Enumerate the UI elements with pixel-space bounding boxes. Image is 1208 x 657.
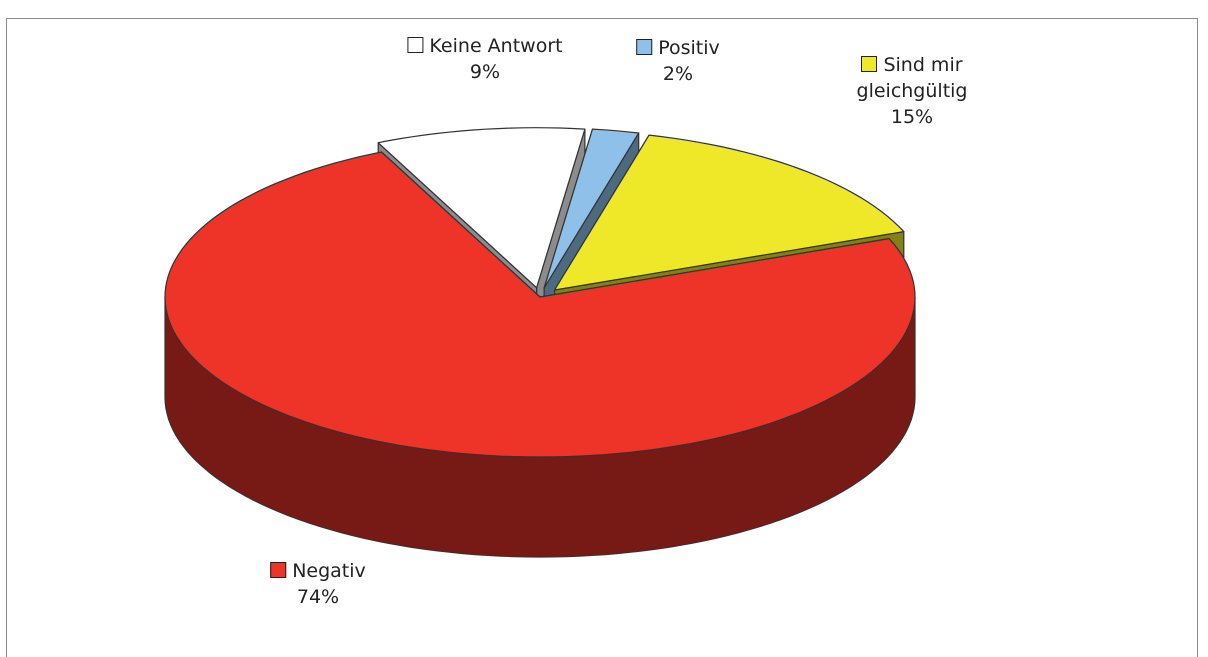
data-label: Positiv 2% — [636, 35, 720, 87]
legend-swatch — [636, 39, 653, 55]
value-label: 74% — [296, 586, 340, 608]
value-label: 2% — [662, 63, 694, 85]
slice-top — [377, 127, 586, 289]
legend-swatch — [407, 37, 424, 53]
category-label: Keine Antwort — [429, 35, 563, 57]
data-label: Sind mir gleichgültig 15% — [827, 52, 997, 130]
data-label: Negativ 74% — [270, 558, 366, 610]
category-label: Positiv — [658, 37, 720, 59]
slice-top — [164, 151, 916, 458]
data-label: Keine Antwort 9% — [407, 33, 563, 85]
slice-top — [543, 128, 640, 289]
slice-top — [554, 134, 905, 291]
category-label: Sind mir gleichgültig — [856, 54, 968, 102]
legend-swatch — [270, 562, 287, 578]
value-label: 9% — [469, 61, 501, 83]
value-label: 15% — [890, 106, 934, 128]
legend-swatch — [861, 56, 878, 72]
chart-frame — [6, 18, 1198, 657]
category-label: Negativ — [292, 560, 366, 582]
